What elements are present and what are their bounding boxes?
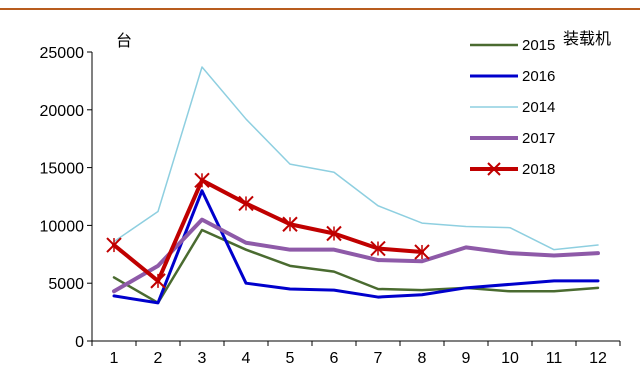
series-line-2015 (112, 228, 600, 305)
x-tick-label: 12 (589, 350, 607, 365)
legend-item-2018: 2018 (470, 161, 555, 178)
data-point-2018 (238, 195, 254, 212)
x-tick-label: 2 (154, 350, 163, 365)
legend-label: 2018 (522, 161, 555, 178)
y-axis-unit-label: 台 (116, 31, 132, 50)
data-point-2018 (194, 172, 210, 189)
x-tick-label: 3 (198, 350, 207, 365)
series-line-2014 (113, 66, 599, 251)
data-point-2018 (106, 237, 122, 253)
x-tick-label: 9 (462, 350, 471, 365)
legend: 2015 2016 2014 2017 2018 (470, 37, 555, 178)
series-line-2017 (112, 217, 600, 294)
legend-item-2016: 2016 (470, 68, 555, 85)
legend-label: 2014 (522, 99, 555, 116)
legend-label: 2016 (522, 68, 555, 85)
data-point-2018 (150, 273, 166, 289)
series-lines (106, 66, 600, 305)
y-axis: 0 5000 10000 15000 20000 25000 (40, 45, 93, 351)
y-tick-label: 25000 (40, 45, 85, 62)
y-tick-label: 15000 (40, 161, 85, 178)
legend-item-2017: 2017 (470, 130, 555, 147)
x-tick-label: 5 (286, 350, 295, 365)
y-tick-label: 5000 (48, 276, 84, 293)
x-tick-label: 4 (242, 350, 251, 365)
x-tick-label: 1 (110, 350, 119, 365)
data-point-2018 (370, 240, 386, 257)
series-line-2016 (112, 189, 600, 305)
y-tick-label: 20000 (40, 103, 85, 120)
header-strip (0, 0, 640, 10)
x-tick-label: 8 (418, 350, 427, 365)
x-tick-label: 10 (501, 350, 519, 365)
legend-label: 2017 (522, 130, 555, 147)
data-point-2018 (414, 244, 430, 260)
legend-label: 2015 (522, 37, 555, 54)
x-tick-label: 7 (374, 350, 383, 365)
y-tick-label: 10000 (40, 218, 85, 235)
x-axis: 1 2 3 4 5 6 7 8 9 10 11 12 (91, 340, 621, 365)
data-point-2018 (326, 225, 342, 242)
legend-item-2014: 2014 (470, 99, 555, 116)
data-point-2018 (282, 216, 298, 232)
series-line-2018 (112, 178, 424, 283)
x-tick-label: 11 (546, 350, 563, 365)
x-tick-label: 6 (330, 350, 339, 365)
legend-item-2015: 2015 (470, 37, 555, 54)
y-tick-label: 0 (75, 334, 84, 351)
chart-title: 装载机 (563, 29, 611, 48)
